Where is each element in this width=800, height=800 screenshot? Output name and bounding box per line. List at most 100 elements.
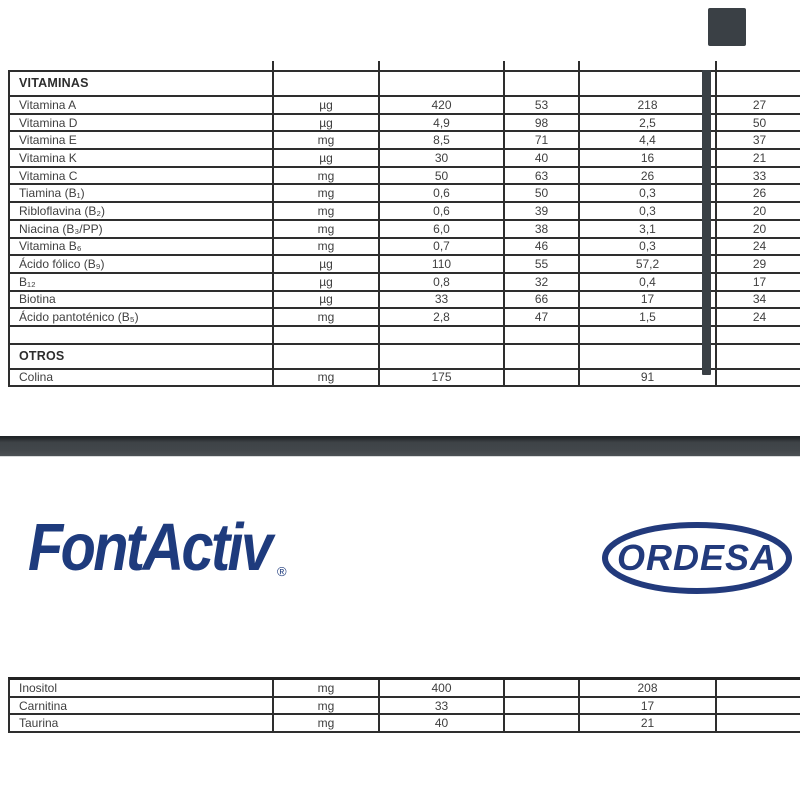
- table-cell: 6,0: [380, 220, 505, 237]
- table-row: Ácido fólico (B₉) µg 110 55 57,2 29: [10, 256, 800, 274]
- table-cell: mg: [274, 185, 380, 202]
- table-cell: µg: [274, 273, 380, 290]
- table-cell: [580, 344, 717, 368]
- column-border-stub: [578, 61, 580, 70]
- table-cell: [717, 370, 800, 386]
- table-cell: [380, 326, 505, 343]
- table-cell: [274, 326, 380, 343]
- table-cell: 55: [505, 256, 580, 272]
- vertical-scrollbar[interactable]: [702, 70, 711, 375]
- table-cell: Colina: [10, 369, 274, 386]
- table-cell: [717, 72, 800, 95]
- table-cell: 53: [505, 97, 580, 113]
- table-cell: Tiamina (B₁): [10, 185, 274, 202]
- table-cell: [505, 326, 580, 343]
- table-row: Carnitina mg 33 17: [10, 697, 800, 716]
- table-cell: Vitamina C: [10, 167, 274, 184]
- table-cell: Vitamina K: [10, 150, 274, 166]
- table-cell: 0,7: [380, 238, 505, 255]
- table-row: Ácido pantoténico (B₅) mg 2,8 47 1,5 24: [10, 309, 800, 327]
- table-cell: 63: [505, 167, 580, 184]
- table-row: Biotina µg 33 66 17 34: [10, 291, 800, 310]
- column-border-stub: [503, 61, 505, 70]
- table-cell: [274, 72, 380, 95]
- table-cell: 98: [505, 114, 580, 131]
- table-row: Colina mg 175 91: [10, 369, 800, 388]
- table-cell: 33: [752, 168, 767, 183]
- table-cell: [717, 327, 800, 343]
- table-cell: 71: [505, 132, 580, 149]
- divider-band: [0, 436, 800, 456]
- table-section-label: OTROS: [10, 344, 274, 368]
- table-cell: 26: [752, 186, 767, 201]
- table-cell: [505, 72, 580, 95]
- table-cell: Biotina: [10, 291, 274, 308]
- ordesa-logo: ORDESA: [602, 522, 792, 594]
- table-cell: µg: [274, 114, 380, 131]
- table-cell: Carnitina: [10, 697, 274, 714]
- table-cell: Inositol: [10, 680, 274, 696]
- registered-trademark-symbol: ®: [277, 564, 287, 579]
- table-cell: 66: [505, 291, 580, 308]
- table-cell: Vitamina B₆: [10, 238, 274, 255]
- table-cell: Ribloflavina (B₂): [10, 203, 274, 219]
- table-cell: 2,5: [580, 114, 717, 131]
- table-cell: 0,8: [380, 273, 505, 290]
- corner-square-button[interactable]: [708, 8, 746, 46]
- table-cell: 400: [380, 680, 505, 696]
- table-cell: 20: [752, 221, 767, 236]
- table-row: Ribloflavina (B₂) mg 0,6 39 0,3 20: [10, 203, 800, 221]
- table-cell: Vitamina E: [10, 132, 274, 149]
- table-cell: 38: [505, 220, 580, 237]
- table-cell: [505, 697, 580, 714]
- table-cell: 17: [580, 291, 717, 308]
- table-row: Taurina mg 40 21: [10, 715, 800, 734]
- table-cell: 0,4: [580, 273, 717, 290]
- table-cell: 46: [505, 238, 580, 255]
- table-cell: 91: [580, 369, 717, 386]
- table-cell: mg: [274, 132, 380, 149]
- table-cell: Vitamina D: [10, 114, 274, 131]
- table-cell: 47: [505, 309, 580, 325]
- ordesa-ellipse-swoosh: [602, 522, 792, 594]
- table-section-row: VITAMINAS: [10, 72, 800, 97]
- table-cell: 4,4: [580, 132, 717, 149]
- table-cell: [380, 344, 505, 368]
- table-cell: [580, 72, 717, 95]
- table-cell: 26: [580, 167, 717, 184]
- table-cell: [717, 715, 800, 731]
- table-cell: 420: [380, 97, 505, 113]
- table-cell: 50: [505, 185, 580, 202]
- table-cell: 175: [380, 369, 505, 386]
- table-cell: 0,6: [380, 185, 505, 202]
- table-cell: 50: [380, 167, 505, 184]
- fontactiv-logo: FontActiv ®: [28, 512, 310, 586]
- table-cell: 17: [580, 697, 717, 714]
- table-cell: 3,1: [580, 220, 717, 237]
- table-cell: µg: [274, 256, 380, 272]
- table-row: Vitamina B₆ mg 0,7 46 0,3 24: [10, 238, 800, 257]
- table-row: Tiamina (B₁) mg 0,6 50 0,3 26: [10, 185, 800, 204]
- table-cell: 24: [752, 310, 767, 325]
- table-cell: 208: [580, 680, 717, 696]
- table-empty-row: [10, 326, 800, 345]
- ordesa-wordmark: ORDESA: [617, 537, 777, 578]
- table-cell: [274, 344, 380, 368]
- column-border-stub: [715, 61, 717, 70]
- table-cell: 57,2: [580, 256, 717, 272]
- table-cell: mg: [274, 680, 380, 696]
- table-cell: 218: [580, 97, 717, 113]
- table-cell: 0,3: [580, 203, 717, 219]
- table-cell: Vitamina A: [10, 97, 274, 113]
- table-cell: 8,5: [380, 132, 505, 149]
- table-cell: 33: [380, 291, 505, 308]
- table-cell: 33: [380, 697, 505, 714]
- table-cell: [505, 715, 580, 732]
- table-cell: Taurina: [10, 715, 274, 732]
- table-cell: 17: [752, 274, 767, 289]
- table-cell: [505, 369, 580, 386]
- table-cell: 21: [580, 715, 717, 732]
